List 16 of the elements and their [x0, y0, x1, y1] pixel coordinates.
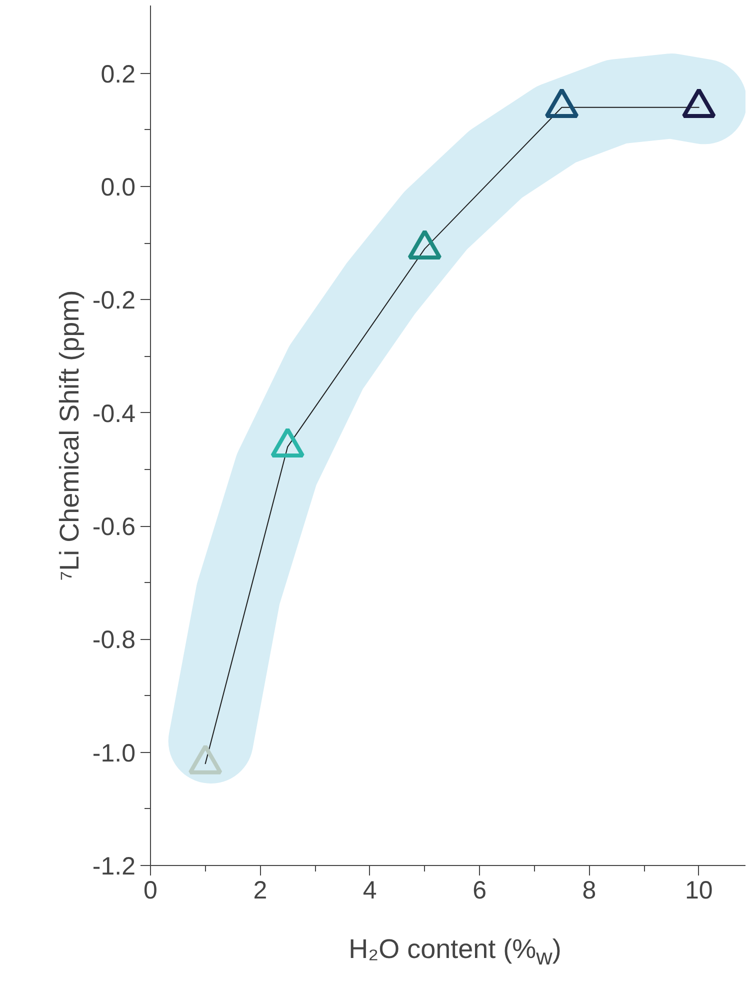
x-axis-title: H₂O content (%$_{w}$) [348, 933, 562, 972]
y-tick-label: -0.4 [92, 400, 136, 428]
x-tick-label: 6 [472, 876, 486, 904]
y-tick-label: -0.6 [92, 513, 136, 542]
x-tick-label: 0 [144, 876, 158, 904]
y-tick-label: 0.2 [100, 60, 136, 88]
x-tick-label: 4 [362, 876, 377, 904]
y-tick-label: -0.8 [92, 626, 136, 654]
y-tick-label: -1.2 [92, 852, 136, 880]
y-tick-label: -0.2 [92, 286, 136, 315]
x-tick-label: 2 [253, 876, 268, 904]
y-axis-title: ⁷Li Chemical Shift (ppm) [54, 290, 84, 581]
x-tick-label: 10 [684, 876, 713, 904]
y-tick-label: 0.0 [100, 174, 136, 202]
y-tick-label: -1.0 [92, 739, 136, 768]
x-tick-label: 8 [582, 876, 596, 904]
